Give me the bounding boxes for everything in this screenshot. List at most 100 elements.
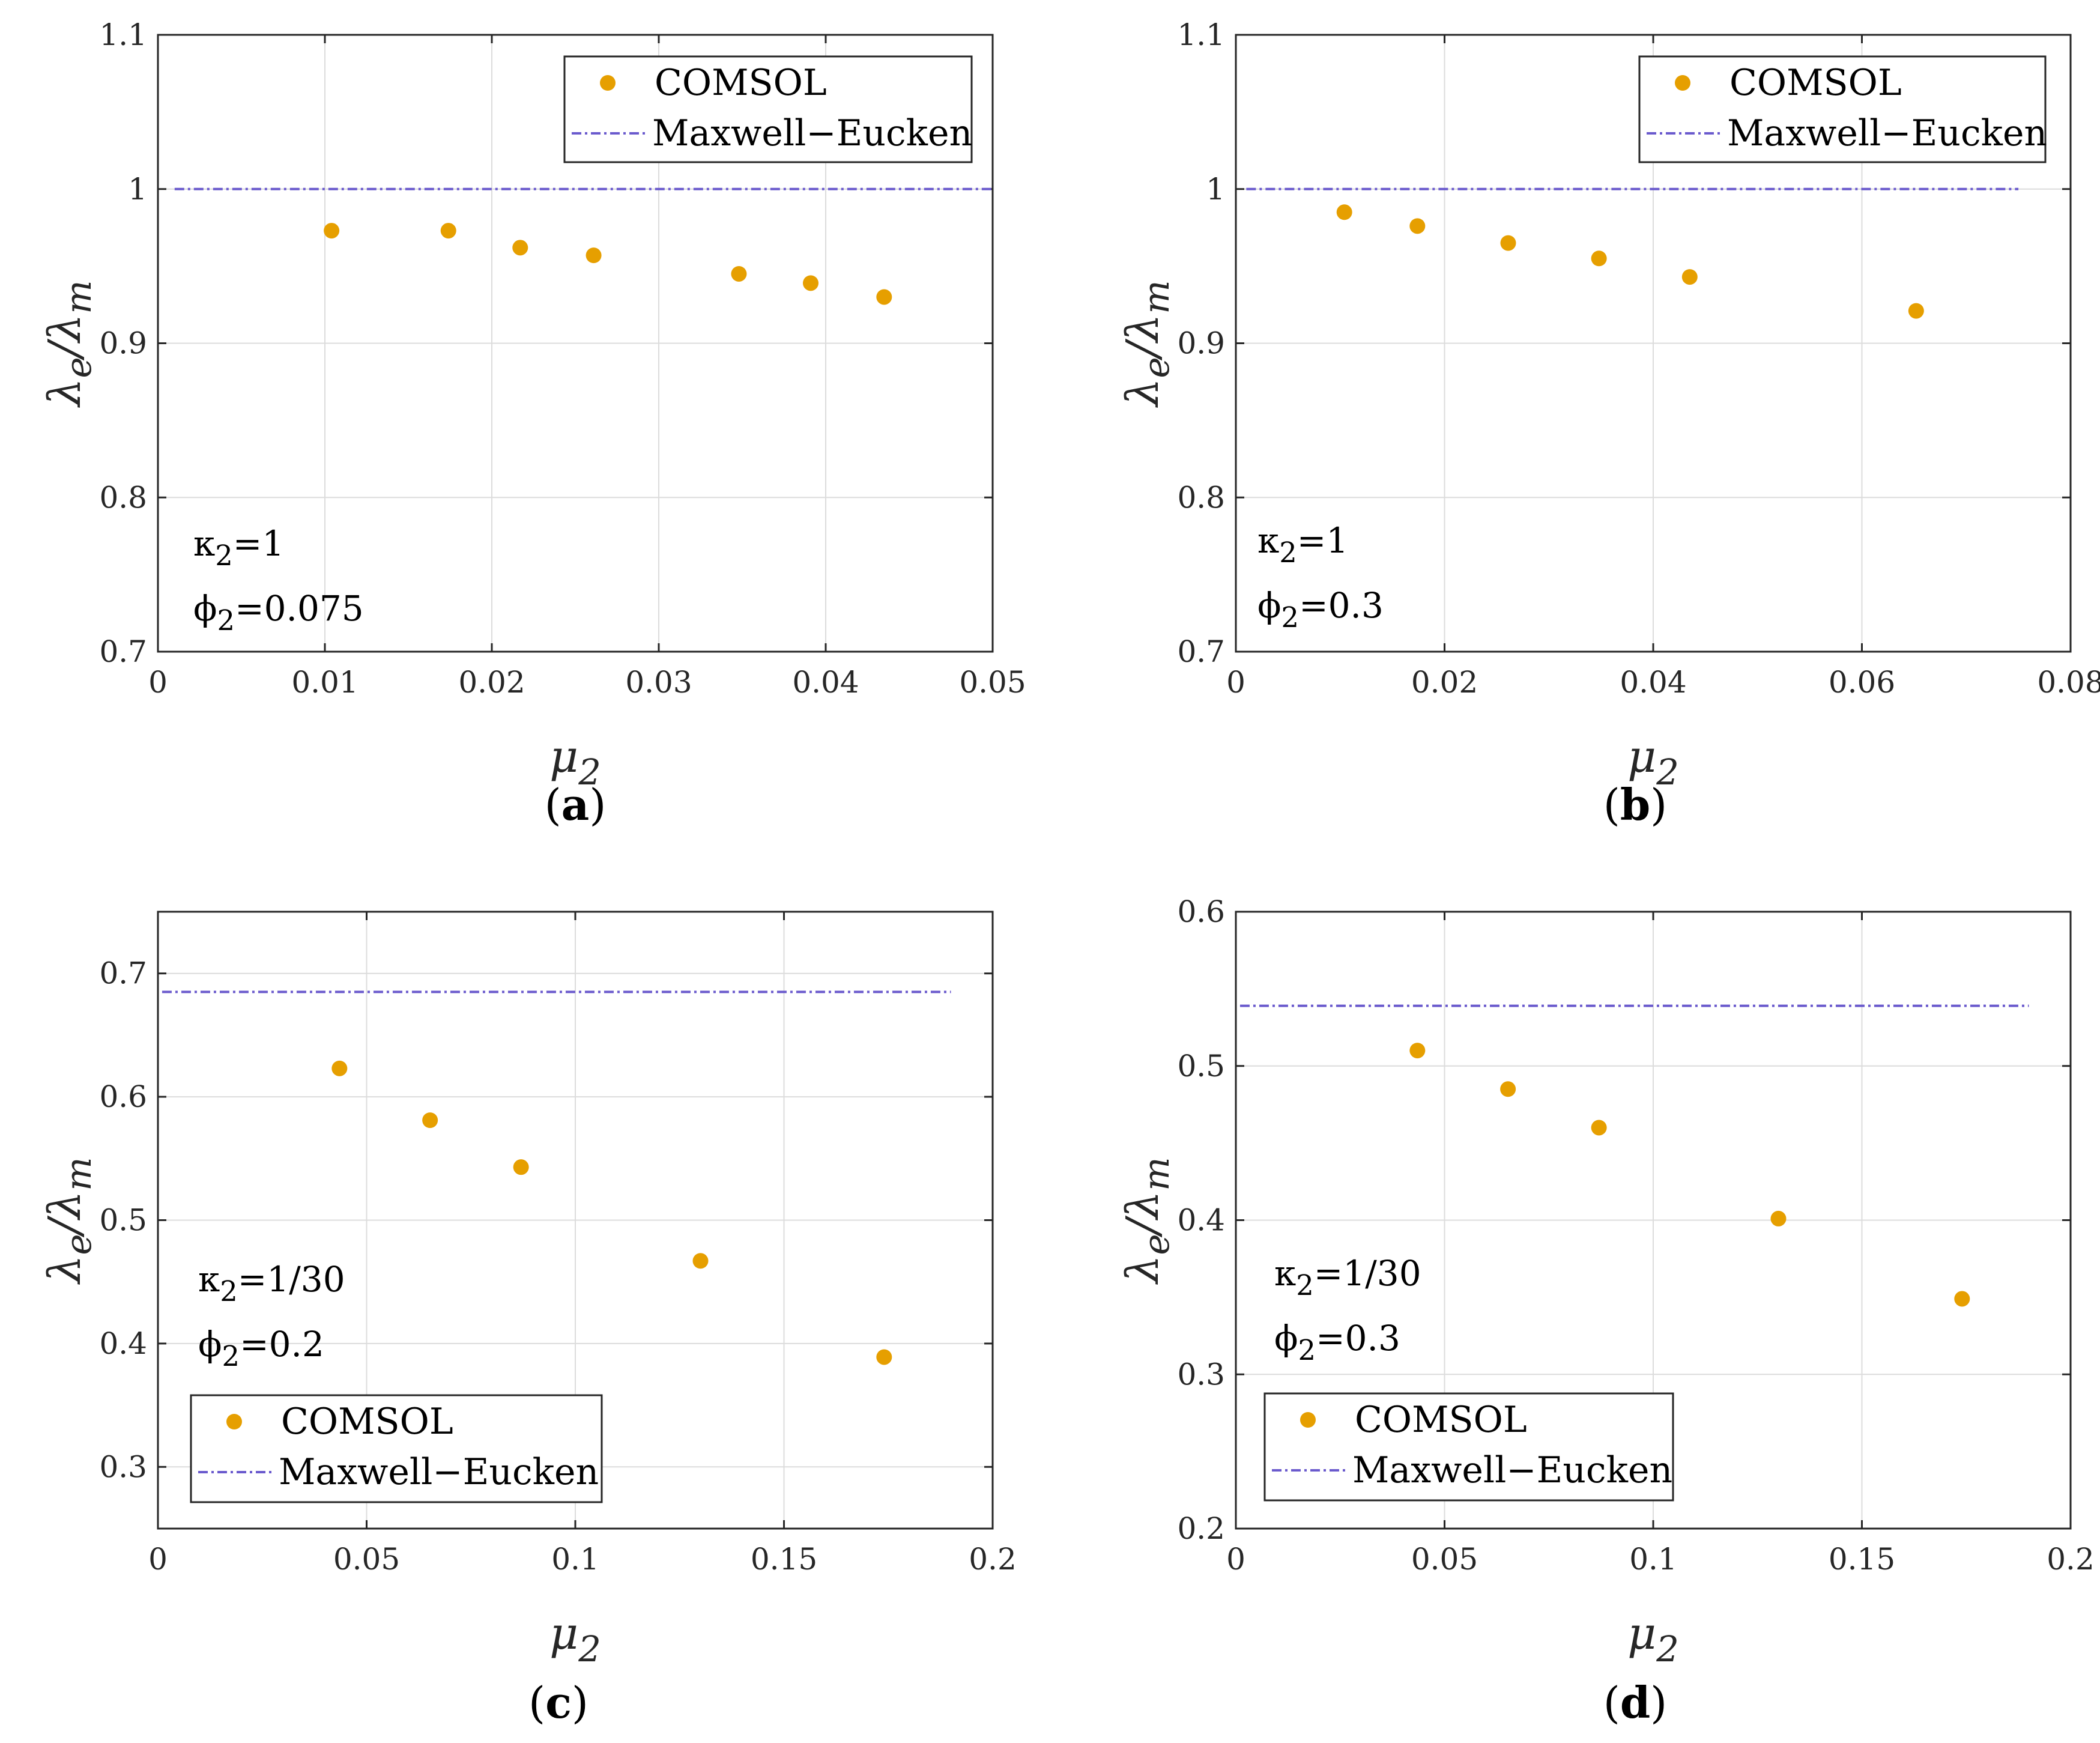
legend: COMSOL Maxwell−Eucken [1263,1392,1674,1502]
comsol-point [876,1349,892,1365]
y-axis-label-group: λe/λm [39,280,99,408]
x-axis-label: μ2 [1627,731,1679,793]
comsol-point [1681,269,1698,285]
y-tick-label: 0.7 [1177,634,1225,669]
comsol-point [440,223,456,239]
kappa-annotation: κ2=1/30 [198,1259,345,1308]
legend-comsol-marker [226,1414,242,1429]
legend-comsol-label: COMSOL [655,62,827,104]
x-axis-label: μ2 [549,1608,601,1670]
axes-frame [157,911,994,1530]
legend-maxwell-label: Maxwell−Eucken [1352,1449,1672,1491]
x-tick-label: 0.06 [1829,665,1895,700]
legend-comsol-label: COMSOL [281,1401,453,1443]
phi-annotation: ϕ2=0.3 [1257,585,1384,634]
x-tick-label: 0 [148,665,168,700]
chart-panel-d: 0 0.05 0.1 0.15 0.2 0.2 0.3 0.4 0.5 0.6 μ2 λe/λm κ2=… [1117,894,2095,1728]
x-tick-label: 0.05 [959,665,1026,700]
comsol-point [1770,1210,1787,1226]
legend-box [563,55,973,163]
panel-label: (d) [1603,1677,1668,1728]
y-tick-label: 0.9 [1177,326,1225,361]
kappa-annotation: κ2=1 [193,523,284,572]
y-axis-label-group: λe/λm [1117,1157,1177,1285]
legend: COMSOL Maxwell−Eucken [190,1394,603,1503]
y-axis-label: λe/λm [39,280,99,408]
x-tick-label: 0.04 [792,665,859,700]
legend: COMSOL Maxwell−Eucken [1638,55,2047,163]
chart-panel-c: 0 0.05 0.1 0.15 0.2 0.3 0.4 0.5 0.6 0.7 μ2 λe/λm κ2=… [39,911,1017,1728]
legend: COMSOL Maxwell−Eucken [563,55,973,163]
y-tick-label: 0.5 [99,1203,147,1238]
y-axis-label-group: λe/λm [1117,280,1177,408]
comsol-point [324,223,340,239]
comsol-point [1336,204,1352,220]
comsol-point [692,1253,709,1269]
y-tick-label: 0.6 [1177,894,1225,929]
comsol-point [1500,1081,1516,1097]
comsol-point [586,247,602,264]
legend-comsol-label: COMSOL [1355,1399,1527,1441]
y-tick-label: 0.3 [1177,1357,1225,1392]
x-tick-label: 0.2 [969,1542,1017,1577]
y-axis-label: λe/λm [39,1157,99,1285]
x-axis-label: μ2 [549,731,601,793]
chart-panel-b: 0 0.02 0.04 0.06 0.08 0.7 0.8 0.9 1 1.1 μ2 λe/λm κ2=… [1117,17,2100,830]
x-tick-label: 0.2 [2047,1542,2095,1577]
x-tick-label: 0.05 [1411,1542,1478,1577]
kappa-annotation: κ2=1/30 [1274,1253,1421,1302]
comsol-point [1409,1043,1426,1059]
comsol-point [1500,235,1516,251]
y-tick-label: 0.4 [1177,1203,1225,1238]
axes-frame [1235,911,2072,1530]
legend-comsol-marker [1300,1412,1316,1428]
x-tick-label: 0 [1226,1542,1245,1577]
comsol-point [512,240,528,256]
kappa-annotation: κ2=1 [1257,520,1348,569]
legend-comsol-marker [600,75,616,91]
legend-maxwell-label: Maxwell−Eucken [279,1451,599,1493]
x-tick-label: 0.01 [291,665,358,700]
x-axis-label: μ2 [1627,1608,1679,1670]
y-tick-label: 0.8 [1177,480,1225,515]
phi-annotation: ϕ2=0.3 [1274,1318,1400,1366]
y-axis-label: λe/λm [1117,1157,1177,1285]
axes-frame [1235,34,2072,653]
x-tick-label: 0.15 [751,1542,817,1577]
chart-panel-a: 0 0.01 0.02 0.03 0.04 0.05 0.7 0.8 0.9 1 1.1 μ2 λe/λ… [39,17,1026,830]
legend-comsol-marker [1675,75,1690,91]
x-tick-label: 0.1 [1629,1542,1677,1577]
comsol-point [1591,250,1607,267]
legend-maxwell-label: Maxwell−Eucken [1727,112,2047,154]
phi-annotation: ϕ2=0.2 [198,1324,324,1372]
comsol-point [422,1112,438,1129]
panel-label: (b) [1603,779,1668,830]
y-tick-label: 0.6 [99,1079,147,1114]
legend-maxwell-label: Maxwell−Eucken [652,112,972,154]
comsol-point [331,1060,348,1076]
x-tick-label: 0.02 [1411,665,1478,700]
y-tick-label: 0.3 [99,1449,147,1484]
y-tick-label: 0.7 [99,634,147,669]
legend-box [190,1394,603,1503]
axes-frame [157,34,994,653]
x-tick-label: 0.03 [625,665,692,700]
legend-box [1263,1392,1674,1502]
y-tick-label: 1 [1206,172,1225,207]
panel-label: (c) [528,1677,589,1728]
comsol-point [876,289,892,305]
y-tick-label: 0.8 [99,480,147,515]
x-tick-label: 0.02 [458,665,525,700]
comsol-point [1409,218,1426,234]
y-tick-label: 0.7 [99,956,147,991]
comsol-point [1954,1291,1970,1307]
comsol-point [1591,1120,1607,1136]
x-tick-label: 0.15 [1829,1542,1895,1577]
y-axis-label: λe/λm [1117,280,1177,408]
phi-annotation: ϕ2=0.075 [193,588,364,637]
x-tick-label: 0.1 [551,1542,599,1577]
y-tick-label: 1.1 [1177,17,1225,52]
y-tick-label: 1 [128,172,147,207]
legend-comsol-label: COMSOL [1729,62,1902,104]
